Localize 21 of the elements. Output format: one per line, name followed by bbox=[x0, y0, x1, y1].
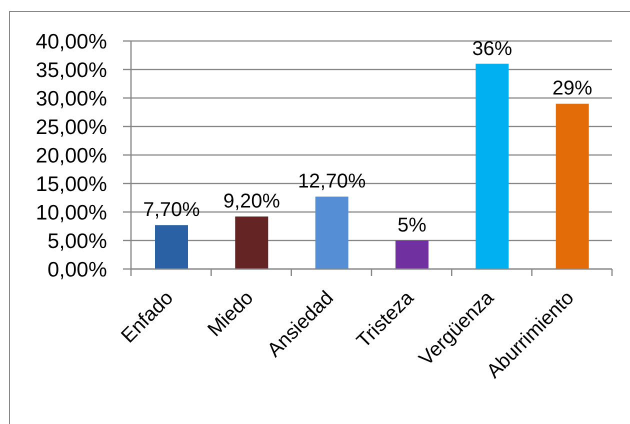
bar bbox=[396, 240, 428, 269]
bar bbox=[556, 104, 589, 269]
y-tick-label: 40,00% bbox=[36, 30, 107, 54]
y-tick-label: 25,00% bbox=[36, 116, 107, 139]
data-label: 7,70% bbox=[143, 199, 200, 222]
bar bbox=[476, 64, 509, 269]
y-tick-label: 10,00% bbox=[36, 201, 107, 224]
y-tick-label: 30,00% bbox=[36, 87, 107, 110]
y-tick-label: 15,00% bbox=[36, 172, 107, 196]
data-label: 29% bbox=[552, 78, 593, 100]
y-tick-label: 5,00% bbox=[47, 230, 107, 253]
bar bbox=[235, 216, 268, 269]
y-tick-label: 20,00% bbox=[36, 144, 107, 168]
data-label: 36% bbox=[472, 38, 512, 60]
y-tick-label: 0,00% bbox=[47, 258, 107, 282]
bar bbox=[315, 196, 348, 269]
y-tick-label: 35,00% bbox=[36, 58, 107, 82]
data-label: 12,70% bbox=[298, 170, 366, 193]
data-label: 9,20% bbox=[223, 190, 280, 213]
data-label: 5% bbox=[398, 214, 427, 236]
bar bbox=[155, 225, 188, 269]
